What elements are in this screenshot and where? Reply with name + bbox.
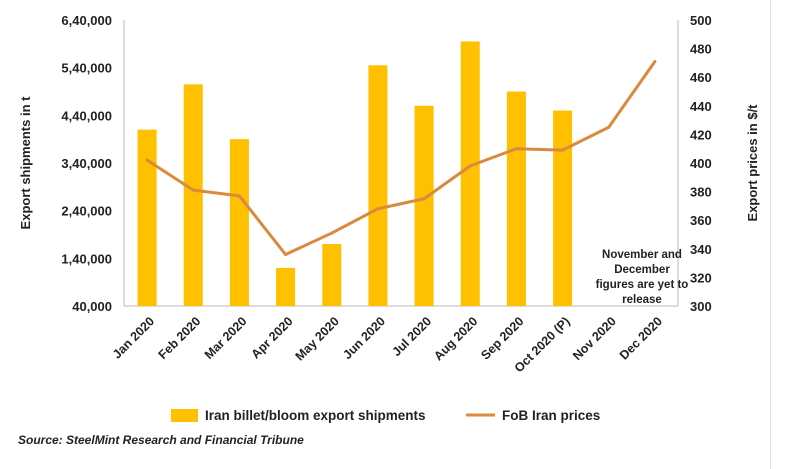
price-point (653, 59, 657, 63)
left-tick-label: 6,40,000 (61, 13, 112, 28)
annotation: November and December figures are yet to… (596, 249, 689, 306)
price-point (422, 197, 426, 201)
left-axis-title: Export shipments in t (18, 96, 33, 230)
price-point (191, 188, 195, 192)
price-line (146, 60, 657, 257)
category-label: Jan 2020 (110, 314, 157, 361)
legend-label-bars: Iran billet/bloom export shipments (205, 408, 426, 423)
category-label: Sep 2020 (478, 314, 526, 362)
right-tick-label: 500 (690, 13, 712, 28)
price-point (514, 147, 518, 151)
category-label: May 2020 (293, 314, 342, 363)
left-tick-label: 4,40,000 (61, 108, 112, 123)
category-label: Mar 2020 (202, 314, 250, 362)
bar (322, 244, 342, 306)
price-point (330, 231, 334, 235)
price-point (376, 207, 380, 211)
right-tick-label: 380 (690, 185, 712, 200)
annotation-line-1: November and (602, 249, 682, 261)
category-label: Feb 2020 (156, 314, 204, 362)
bar (553, 110, 573, 306)
annotation-line-4: release (622, 294, 662, 306)
legend: Iran billet/bloom export shipments FoB I… (171, 408, 600, 423)
right-axis-title: Export prices in $/t (745, 104, 760, 222)
left-tick-label: 5,40,000 (61, 61, 112, 76)
right-tick-label: 340 (690, 242, 712, 257)
left-tick-label: 3,40,000 (61, 156, 112, 171)
bar (276, 267, 296, 306)
bar (460, 41, 480, 306)
bar (368, 65, 388, 307)
page-edge-divider (770, 0, 771, 469)
bar (229, 139, 249, 306)
bar (137, 129, 157, 306)
price-point (561, 148, 565, 152)
price-point (145, 158, 149, 162)
right-tick-label: 480 (690, 42, 712, 57)
right-tick-label: 420 (690, 127, 712, 142)
category-label: Aug 2020 (431, 314, 480, 363)
right-tick-label: 320 (690, 270, 712, 285)
price-point (237, 194, 241, 198)
right-tick-label: 300 (690, 299, 712, 314)
category-label: Dec 2020 (617, 314, 665, 362)
left-axis-ticks: 40,000 1,40,000 2,40,000 3,40,000 4,40,000 5,… (61, 13, 112, 314)
price-point (468, 164, 472, 168)
price-point (607, 125, 611, 129)
right-tick-label: 360 (690, 213, 712, 228)
right-tick-label: 460 (690, 70, 712, 85)
annotation-line-3: figures are yet to (596, 279, 689, 291)
bar (414, 105, 434, 306)
category-label: Jun 2020 (340, 314, 388, 362)
category-label: Apr 2020 (248, 314, 295, 361)
bar-series (137, 41, 573, 307)
right-axis-ticks: 300 320 340 360 380 400 420 440 460 480 500 (690, 13, 712, 314)
price-point (284, 253, 288, 257)
bar (183, 84, 203, 306)
annotation-line-2: December (614, 264, 670, 276)
legend-label-line: FoB Iran prices (502, 408, 600, 423)
line-series (145, 59, 657, 257)
source-note: Source: SteelMint Research and Financial… (18, 433, 304, 447)
category-label: Nov 2020 (570, 314, 619, 363)
bar (506, 91, 526, 306)
left-tick-label: 40,000 (72, 299, 112, 314)
category-label: Jul 2020 (389, 314, 434, 359)
legend-swatch-bars (171, 409, 198, 422)
left-tick-label: 2,40,000 (61, 204, 112, 219)
left-tick-label: 1,40,000 (61, 251, 112, 266)
right-tick-label: 440 (690, 99, 712, 114)
right-tick-label: 400 (690, 156, 712, 171)
